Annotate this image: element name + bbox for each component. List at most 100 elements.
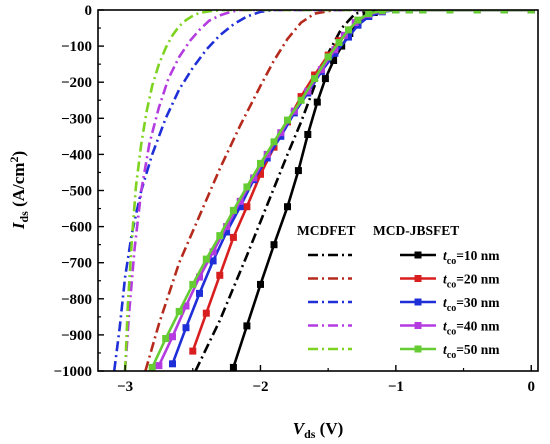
legend-label: tco=10 nm [443,248,500,267]
data-point-marker [313,98,321,106]
data-point-marker [243,322,251,330]
data-point-marker [169,360,176,368]
mcdfet-series-line-4 [123,10,532,371]
x-axis-title: Vds (V) [293,419,344,441]
data-point-marker [202,255,210,263]
data-point-marker [263,154,271,162]
data-point-marker [270,241,278,249]
legend-label-t: t [443,319,448,334]
y-tick-label: −100 [61,39,92,55]
x-tick-label: −1 [388,379,404,395]
data-point-marker [182,302,190,310]
y-axis-title-tail: (A/cm [9,163,28,212]
data-point-marker [250,174,258,182]
data-point-marker [196,273,203,281]
legend-label-sub: co [447,303,456,314]
data-point-marker [229,206,237,214]
legend-label: tco=30 nm [443,295,500,314]
legend-swatch-marker [414,275,422,282]
legend-label-rest: =10 nm [456,248,500,263]
data-point-marker [155,362,163,370]
data-point-marker [216,232,224,240]
legend-label-rest: =40 nm [456,319,500,334]
data-point-marker [335,39,343,46]
tick-layer: −3 −2 −1 00−100−200−300−400−500−600−700−800… [53,3,535,395]
data-point-marker [236,203,244,211]
data-point-marker [257,170,264,178]
legend-label: tco=50 nm [443,342,500,361]
data-point-marker [196,289,203,297]
data-point-marker [405,10,413,14]
y-axis-title-main: I [9,221,28,230]
x-tick-label: −3 [117,379,133,395]
mcd-jbsfet-series-line-7 [171,10,532,365]
legend-swatch-marker [414,251,422,259]
data-point-marker [330,57,338,64]
data-point-marker [446,10,454,14]
legend-label-t: t [443,248,448,263]
legend-label: tco=40 nm [443,319,500,338]
legend-swatch-marker [414,298,422,306]
y-tick-label: −800 [61,292,92,308]
legend-label-t: t [443,342,448,357]
data-point-marker [175,307,183,315]
legend-label-sub: co [447,327,456,338]
data-point-marker [419,10,427,14]
data-point-marker [148,363,156,371]
y-tick-label: −200 [61,75,92,91]
legend-header-mcdfet: MCDFET [297,223,356,238]
data-point-marker [182,324,190,332]
mcdfet-series-line-1 [144,10,532,371]
data-point-marker [257,280,264,288]
x-tick-label: −2 [252,379,268,395]
y-axis-title: Ids (A/cm2) [7,151,31,230]
data-point-marker [311,71,319,79]
data-point-marker [284,116,291,124]
data-point-marker [378,10,386,15]
data-point-marker [216,271,224,279]
data-point-marker [284,203,291,211]
data-point-marker [473,10,481,14]
legend-header-mcd-jbsfet: MCD-JBSFET [373,223,459,238]
data-point-marker [500,10,508,14]
legend-label-rest: =50 nm [456,342,500,357]
data-point-marker [223,223,231,231]
y-tick-label: −900 [61,328,92,344]
legend-label-rest: =30 nm [456,295,500,310]
data-point-marker [321,75,329,83]
legend-label-t: t [443,295,448,310]
data-point-marker [169,333,176,341]
data-point-marker [294,167,302,175]
legend-label-sub: co [447,350,456,361]
y-tick-label: −500 [61,184,92,200]
x-axis-title-main: V [293,419,306,438]
data-point-marker [209,248,217,256]
data-point-marker [229,233,237,241]
legend-label-t: t [443,272,448,287]
data-point-marker [297,96,305,104]
data-point-marker [189,280,197,288]
legend-swatch-marker [414,322,422,329]
data-point-marker [354,16,362,24]
legend-label: tco=20 nm [443,272,500,291]
data-point-marker [243,203,251,211]
legend-label-sub: co [447,280,456,291]
legend-label-rest: =20 nm [456,272,500,287]
y-tick-label: −400 [61,147,92,163]
y-tick-label: −300 [61,111,92,127]
data-point-marker [257,159,264,167]
data-point-marker [202,309,210,317]
y-axis-title-close: ) [9,151,28,157]
data-point-marker [345,26,352,34]
data-point-marker [392,10,400,14]
y-tick-label: −700 [61,256,92,272]
x-axis-title-sub: ds [304,427,316,441]
data-point-marker [277,132,285,140]
y-tick-label: 0 [85,3,93,19]
mcdfet-series-line-2 [112,10,532,371]
x-axis-title-tail: (V) [315,419,343,438]
legend-label-sub: co [447,256,456,267]
data-point-marker [223,228,231,236]
